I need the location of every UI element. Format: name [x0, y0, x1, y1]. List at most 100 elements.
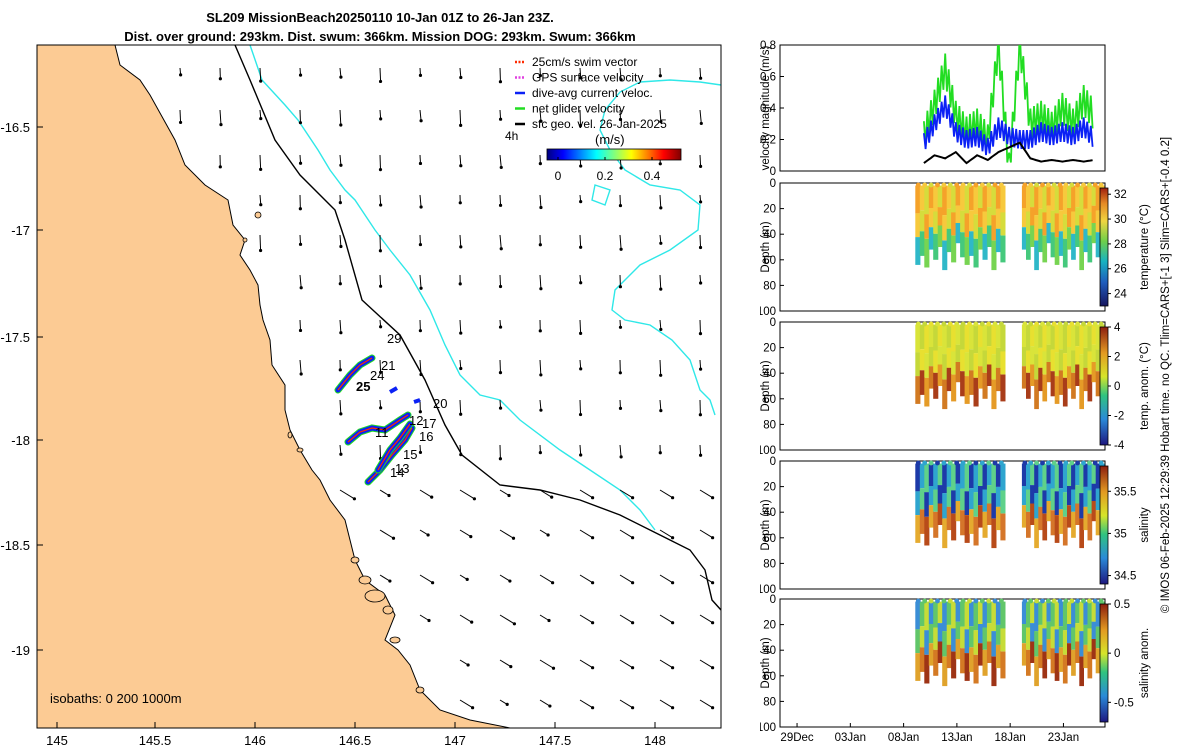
profile-cell — [933, 324, 939, 351]
velocity-arrow-head — [578, 412, 583, 417]
profile-cell — [915, 352, 921, 377]
velocity-arrow-head — [427, 618, 431, 623]
island — [389, 636, 401, 644]
velocity-arrow-head — [387, 493, 391, 498]
profile-cell — [1075, 324, 1080, 347]
profile-cell — [1050, 232, 1056, 258]
velocity-arrow — [339, 234, 342, 247]
profile-cell — [937, 364, 943, 386]
profile-cell — [937, 641, 943, 663]
velocity-arrow — [579, 529, 593, 539]
colorbar-tick-label: 26 — [1114, 264, 1127, 276]
surface-dot — [979, 460, 985, 466]
velocity-arrow-head — [512, 622, 517, 626]
profile-cell — [973, 377, 979, 407]
velocity-arrow — [659, 109, 662, 122]
velocity-arrow-head — [499, 165, 503, 170]
profile-cell — [919, 509, 925, 534]
profile-cell — [1087, 601, 1093, 629]
velocity-arrow — [619, 614, 633, 624]
profile-cell — [982, 511, 988, 538]
velocity-arrow-head — [538, 243, 542, 247]
surface-dot — [928, 182, 934, 188]
velocity-arrow-head — [579, 245, 583, 249]
surface-dot — [1040, 321, 1045, 327]
profile-cell — [1058, 601, 1064, 627]
profile-cell — [995, 506, 1001, 531]
profile-cell — [1038, 463, 1043, 487]
velocity-arrow — [219, 109, 222, 125]
profile-cell — [995, 367, 1001, 392]
profile-cell — [982, 627, 988, 650]
velocity-arrow-head — [619, 247, 623, 251]
surface-dot — [954, 182, 960, 188]
velocity-arrow — [619, 659, 633, 669]
surface-dot — [941, 182, 947, 188]
profile-cell — [1067, 505, 1072, 528]
profile-cell — [1067, 366, 1072, 389]
velocity-arrow — [259, 67, 262, 82]
velocity-arrow — [659, 574, 673, 584]
surface-dot — [1040, 598, 1045, 604]
velocity-line-sfc-geo-vel- — [923, 141, 1093, 165]
profile-cell — [1030, 324, 1035, 347]
velocity-arrow-head — [507, 493, 511, 498]
surface-dot — [1045, 182, 1051, 188]
velocity-arrow-head — [539, 119, 543, 123]
profile-y-tick: 20 — [763, 343, 776, 355]
velocity-arrow-head — [498, 284, 503, 289]
velocity-arrow — [339, 319, 342, 333]
velocity-arrow-head — [539, 287, 543, 291]
profile-cell — [1083, 624, 1089, 645]
profile-cell — [955, 639, 961, 660]
surface-dot — [941, 598, 947, 604]
velocity-arrow — [419, 274, 422, 289]
velocity-arrow — [539, 359, 542, 375]
profile-cell — [946, 644, 952, 669]
profile-cell — [915, 629, 921, 654]
profile-cell — [919, 185, 925, 211]
profile-cell — [973, 353, 979, 378]
colorbar-tick-label: -2 — [1114, 411, 1124, 423]
velocity-arrow-head — [419, 205, 423, 209]
island — [254, 211, 262, 219]
surface-dot — [1087, 460, 1092, 466]
velocity-line-net-glider-velocity — [923, 45, 1094, 163]
profile-cell — [955, 501, 961, 522]
profile-y-tick: 60 — [763, 533, 776, 545]
profile-cell — [964, 324, 970, 353]
profile-x-tick: 03Jan — [835, 732, 866, 744]
profile-cell — [1058, 349, 1064, 371]
profile-cell — [1026, 211, 1031, 234]
velocity-arrow — [659, 399, 662, 411]
profile-cell — [982, 601, 988, 628]
surface-dot — [1028, 321, 1034, 327]
profile-cell — [986, 485, 992, 504]
profile-cell — [995, 644, 1001, 669]
profile-cell — [1046, 483, 1052, 501]
day-label: 14 — [390, 465, 404, 480]
velocity-arrow-head — [631, 536, 635, 540]
surface-dot — [915, 460, 921, 466]
surface-dot — [1022, 460, 1028, 466]
profile-cell — [1079, 631, 1084, 657]
velocity-arrow-head — [711, 621, 715, 625]
profile-cell — [1083, 601, 1089, 625]
day-label: 15 — [403, 447, 417, 462]
profile-y-tick: 0 — [770, 456, 776, 468]
profile-cell — [1071, 211, 1076, 234]
profile-cell — [1026, 372, 1031, 399]
velocity-arrow-head — [178, 120, 183, 125]
surface-dot — [1045, 598, 1051, 604]
profile-cell — [1062, 601, 1068, 631]
profile-cell — [1083, 185, 1089, 209]
surface-dot — [1040, 460, 1045, 466]
velocity-arrow-head — [579, 76, 583, 80]
profile-cell — [919, 601, 925, 627]
velocity-arrow — [659, 614, 673, 624]
profile-cell — [915, 515, 921, 543]
velocity-arrow — [459, 699, 473, 709]
title-line-2: Dist. over ground: 293km. Dist. swum: 36… — [124, 29, 636, 44]
velocity-y-tick: 0 — [770, 166, 776, 178]
velocity-arrow — [299, 274, 302, 288]
